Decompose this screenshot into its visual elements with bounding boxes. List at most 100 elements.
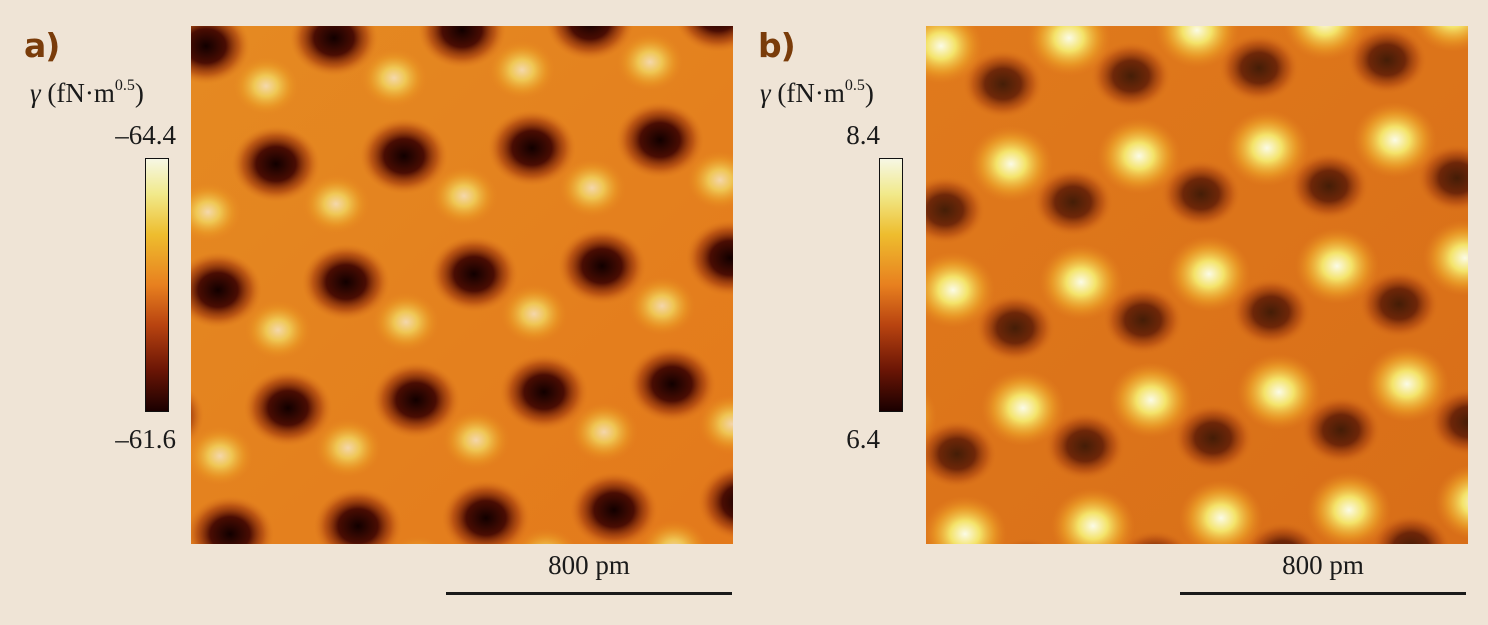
afm-dark-pit [1289,152,1369,220]
afm-bright-spot [1179,480,1263,544]
afm-bright-spot [558,158,626,218]
afm-bright-spot [1295,228,1379,304]
afm-bright-spot [244,300,312,360]
afm-bright-spot [1353,102,1437,178]
afm-bright-spot [698,394,733,454]
afm-dark-pit [314,488,402,544]
afm-bright-spot [515,528,577,544]
afm-bright-spot [686,150,733,210]
afm-dark-pit [372,362,460,438]
afm-bright-spot [1167,236,1251,312]
afm-dark-pit [676,26,733,52]
afm-bright-spot [314,418,382,478]
afm-image-canvas [926,26,1468,544]
colorbar-min-label: 6.4 [846,424,880,454]
afm-dark-pit [1347,26,1427,94]
scale-bar-label: 800 pm [548,550,630,580]
afm-dark-pit [290,26,378,76]
afm-dark-pit [546,26,634,60]
scale-bar [1180,592,1466,595]
scale-bar [446,592,732,595]
afm-bright-spot [1435,464,1468,540]
panel-letter: a) [24,26,60,65]
afm-dark-pit [191,26,250,84]
afm-dark-pit [1359,270,1439,338]
afm-dark-pit [1161,160,1241,228]
unit-exponent: 0.5 [114,77,135,94]
afm-dark-pit [1245,522,1321,544]
colorbar [879,158,903,412]
panel-letter: b) [758,26,796,65]
unit-close: ) [864,78,874,108]
afm-dark-pit [1103,286,1183,354]
afm-bright-spot [360,48,428,108]
scale-bar-label: 800 pm [1282,550,1364,580]
afm-bright-spot [372,292,440,352]
afm-dark-pit [360,118,448,194]
afm-bright-spot [969,126,1053,202]
afm-dark-pit [1004,538,1050,544]
afm-image-canvas [191,26,733,544]
afm-bright-spot [1365,346,1449,422]
afm-dark-pit [698,464,733,540]
afm-dark-pit [1301,396,1381,464]
afm-bright-spot [488,40,556,100]
afm-bright-spot [232,56,300,116]
afm-bright-spot [570,402,638,462]
afm-bright-spot [926,252,995,328]
afm-bright-spot [628,276,696,336]
afm-dark-pit [570,472,658,544]
unit-exponent: 0.5 [844,77,865,94]
afm-bright-spot [1413,26,1468,52]
afm-dark-pit [232,126,320,202]
afm-bright-spot [1225,110,1309,186]
afm-dark-pit [1045,412,1125,480]
afm-dark-pit [1173,404,1253,472]
afm-bright-spot [430,166,498,226]
afm-dark-pit [191,496,274,544]
afm-dark-pit [430,236,518,312]
afm-bright-spot [1039,244,1123,320]
afm-dark-pit [442,480,530,544]
afm-bright-spot [394,536,442,544]
afm-image [926,26,1468,544]
afm-bright-spot [640,520,708,544]
afm-dark-pit [244,370,332,446]
afm-bright-spot [1051,488,1135,544]
afm-dark-pit [191,389,204,443]
afm-bright-spot [1237,354,1321,430]
colorbar-unit-label: γ (fN·m0.5) [30,78,144,109]
afm-dark-pit [926,176,985,244]
afm-dark-pit [975,294,1055,362]
afm-dark-pit [418,26,506,68]
afm-bright-spot [1097,118,1181,194]
afm-dark-pit [488,110,576,186]
gamma-symbol: γ [760,78,771,108]
unit-text: (fN·m [40,78,115,108]
afm-dark-pit [191,163,192,181]
afm-dark-pit [1122,530,1188,544]
afm-dark-pit [1033,168,1113,236]
colorbar-max-label: –64.4 [115,120,176,150]
afm-bright-spot [1307,472,1391,544]
afm-dark-pit [500,354,588,430]
afm-bright-spot [1155,26,1239,68]
afm-dark-pit [628,346,716,422]
gamma-symbol: γ [30,78,41,108]
afm-bright-spot [926,26,983,84]
panel-a: a) γ (fN·m0.5) –64.4 –61.6 800 pm [24,26,733,595]
afm-bright-spot [442,410,510,470]
unit-text: (fN·m [770,78,845,108]
afm-dark-pit [926,420,997,488]
afm-image [191,26,733,544]
afm-bright-spot [1027,26,1111,76]
afm-bright-spot [191,426,254,486]
panel-b: b) γ (fN·m0.5) 8.4 6.4 800 pm [744,0,1488,625]
afm-dark-pit [963,50,1043,118]
afm-bright-spot [616,32,684,92]
afm-bright-spot [302,174,370,234]
unit-close: ) [134,78,144,108]
colorbar [145,158,169,412]
afm-bright-spot [926,496,1007,544]
afm-dark-pit [616,102,704,178]
